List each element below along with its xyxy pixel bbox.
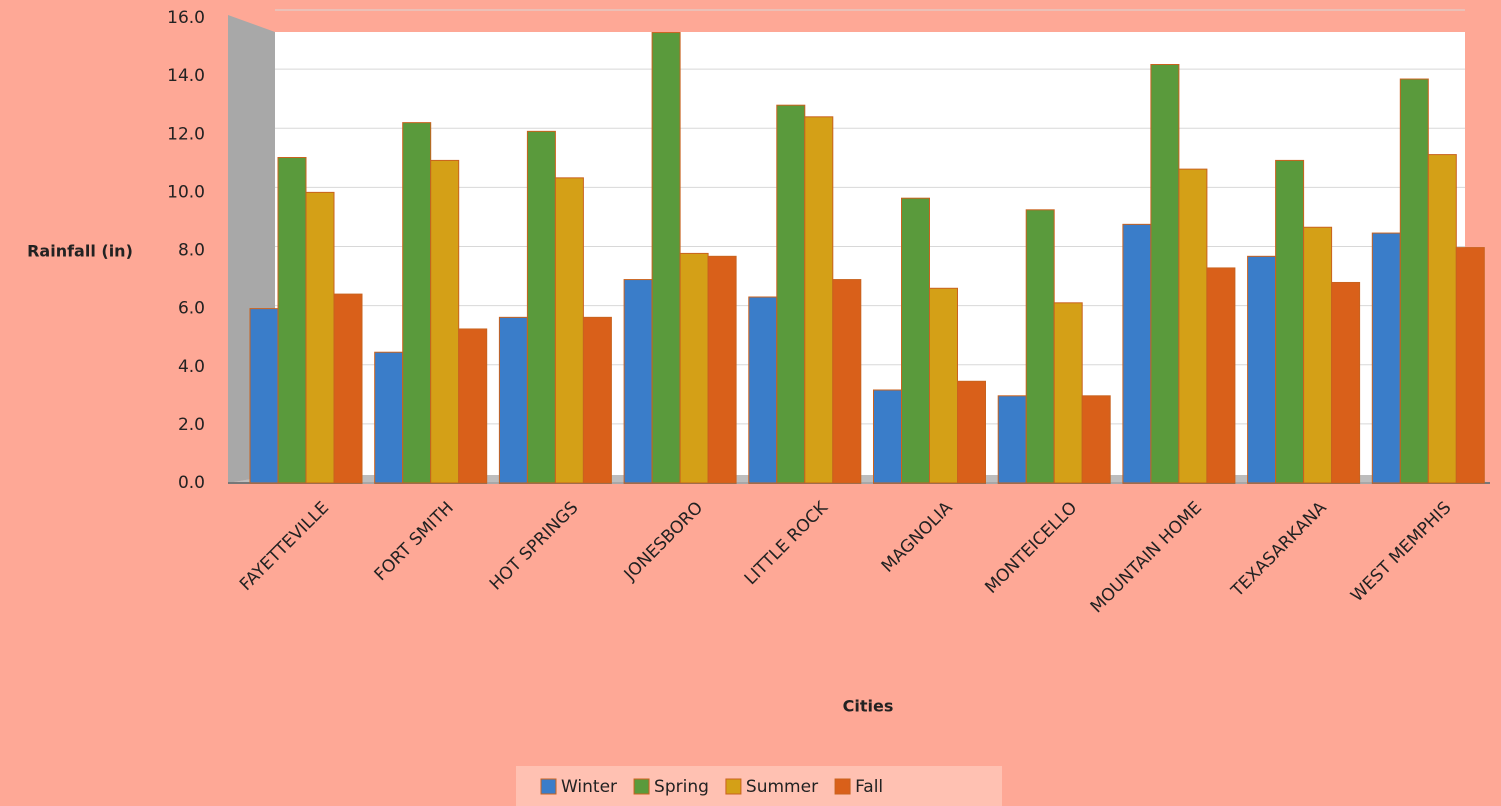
x-tick-label: HOT SPRINGS	[486, 498, 583, 595]
x-tick-label: JONESBORO	[620, 498, 707, 585]
bar	[305, 191, 335, 484]
y-tick-label: 0.0	[178, 473, 205, 493]
y-tick-label: 14.0	[167, 66, 205, 86]
legend-swatch	[633, 778, 650, 795]
bar	[402, 122, 432, 484]
x-tick-label: TEXASARKANA	[1227, 498, 1331, 602]
bar	[1178, 168, 1208, 484]
y-axis-title: Rainfall (in)	[27, 242, 133, 261]
bar	[554, 177, 584, 484]
bar	[458, 328, 488, 484]
bar	[1455, 247, 1485, 484]
bar	[277, 157, 307, 484]
bar	[430, 159, 460, 484]
bar	[929, 287, 958, 484]
legend-label: Spring	[654, 777, 709, 797]
x-tick-label: WEST MEMPHIS	[1347, 498, 1455, 606]
bar	[997, 395, 1027, 484]
y-tick-label: 4.0	[178, 357, 205, 377]
bar	[582, 316, 612, 484]
bar	[333, 293, 363, 484]
legend-label: Fall	[855, 777, 883, 797]
legend-label: Winter	[561, 777, 617, 797]
bar	[1150, 64, 1180, 484]
legend-swatch	[540, 778, 557, 795]
legend-swatch	[834, 778, 851, 795]
bar	[498, 316, 528, 484]
bar	[901, 197, 930, 484]
y-tick-label: 6.0	[178, 299, 205, 319]
bar	[1331, 281, 1361, 484]
bar	[957, 380, 986, 484]
x-axis-title: Cities	[843, 697, 894, 716]
bar	[1206, 267, 1236, 484]
bar	[776, 104, 806, 484]
x-tick-label: MONTEICELLO	[981, 498, 1081, 598]
bar	[873, 389, 902, 484]
legend-box	[516, 766, 1002, 806]
bar	[651, 32, 681, 484]
bar	[1427, 154, 1457, 484]
x-tick-label: FAYETTEVILLE	[236, 498, 333, 595]
legend-label: Summer	[746, 777, 818, 797]
y-tick-label: 8.0	[178, 241, 205, 261]
x-tick-label: MOUNTAIN HOME	[1087, 498, 1206, 617]
bar	[1025, 209, 1055, 484]
y-tick-label: 16.0	[167, 8, 205, 28]
bar	[526, 130, 556, 484]
bar	[804, 116, 834, 484]
bar	[748, 296, 778, 484]
bar	[1122, 223, 1152, 484]
bar	[1399, 78, 1429, 484]
y-tick-label: 12.0	[167, 124, 205, 144]
bar	[374, 351, 404, 484]
x-tick-label: MAGNOLIA	[878, 498, 957, 577]
bar	[1303, 226, 1333, 484]
bar	[623, 279, 653, 484]
bar	[249, 308, 279, 484]
bar	[1247, 255, 1277, 484]
bar	[832, 279, 862, 484]
legend-swatch	[725, 778, 742, 795]
bar	[1275, 159, 1305, 484]
x-tick-label: LITTLE ROCK	[741, 497, 833, 589]
y-tick-label: 10.0	[167, 182, 205, 202]
y-tick-label: 2.0	[178, 415, 205, 435]
bar	[1053, 302, 1083, 484]
bar	[1081, 395, 1111, 484]
bar	[679, 252, 709, 484]
bar	[707, 255, 737, 484]
x-tick-label: FORT SMITH	[371, 498, 458, 585]
bar	[1371, 232, 1401, 484]
